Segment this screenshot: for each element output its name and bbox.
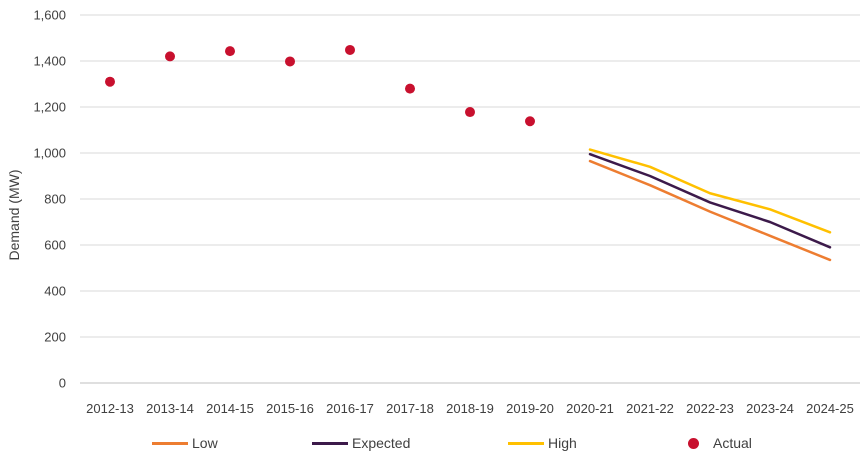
legend-label-expected: Expected [352,435,411,451]
data-point-actual [285,56,295,67]
y-tick-label: 600 [44,238,66,253]
x-tick-label: 2020-21 [566,401,614,416]
x-tick-label: 2019-20 [506,401,554,416]
x-tick-label: 2014-15 [206,401,254,416]
y-tick-label: 0 [59,376,66,391]
series-line-low [588,159,832,262]
y-tick-label: 1,200 [33,100,66,115]
x-tick-label: 2021-22 [626,401,674,416]
series-line-high [588,148,832,234]
data-point-actual [405,83,415,94]
legend: Low Expected High Actual [0,432,866,454]
y-tick-label: 800 [44,192,66,207]
legend-item-actual: Actual [688,432,752,454]
x-tick-label: 2015-16 [266,401,314,416]
data-point-actual [165,51,175,62]
y-axis-title: Demand (MW) [6,169,22,260]
y-tick-label: 200 [44,330,66,345]
x-tick-label: 2017-18 [386,401,434,416]
data-point-actual [105,76,115,87]
x-axis-ticks: 2012-13 2013-14 2014-15 2015-16 2016-17 2017-… [86,401,854,416]
x-tick-label: 2023-24 [746,401,794,416]
legend-item-expected: Expected [312,432,410,454]
legend-item-low: Low [152,432,218,454]
data-point-actual [225,46,235,57]
series-line-expected [588,152,832,249]
legend-label-low: Low [192,435,218,451]
x-tick-label: 2012-13 [86,401,134,416]
legend-swatch-high [508,441,544,445]
gridlines [80,14,860,384]
legend-label-high: High [548,435,577,451]
chart: 0 200 400 600 800 1,000 1,200 1,400 1,600 2012-1… [6,8,860,416]
data-point-actual [345,44,355,55]
legend-swatch-actual [688,437,699,449]
y-tick-label: 1,000 [33,146,66,161]
x-tick-label: 2018-19 [446,401,494,416]
legend-swatch-expected [312,441,348,445]
y-tick-label: 400 [44,284,66,299]
legend-swatch-low [152,441,188,445]
data-point-actual [525,116,535,127]
series-layer [105,44,832,262]
y-tick-label: 1,600 [33,8,66,23]
y-axis-ticks: 0 200 400 600 800 1,000 1,200 1,400 1,600 [33,8,66,391]
x-tick-label: 2013-14 [146,401,194,416]
x-tick-label: 2016-17 [326,401,374,416]
legend-label-actual: Actual [713,435,752,451]
x-tick-label: 2024-25 [806,401,854,416]
y-tick-label: 1,400 [33,54,66,69]
legend-item-high: High [508,432,577,454]
x-tick-label: 2022-23 [686,401,734,416]
data-point-actual [465,107,475,118]
